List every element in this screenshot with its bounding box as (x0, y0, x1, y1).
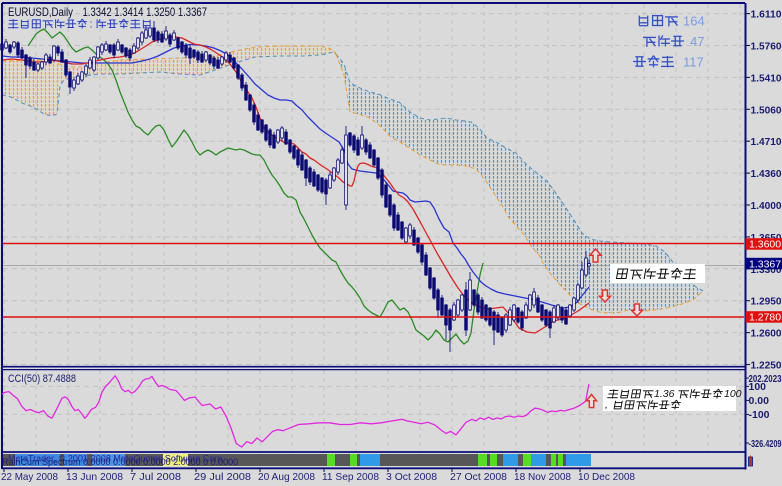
svg-text:100: 100 (724, 388, 742, 400)
svg-text:,: , (605, 399, 608, 411)
svg-text:18 Nov 2008: 18 Nov 2008 (514, 471, 571, 483)
svg-text:7 Jul 2008: 7 Jul 2008 (130, 471, 181, 483)
svg-text:1.3367: 1.3367 (749, 258, 781, 270)
svg-text:100: 100 (749, 381, 767, 393)
svg-text:22 May 2008: 22 May 2008 (1, 471, 58, 483)
svg-text:1.4360: 1.4360 (751, 168, 782, 180)
svg-text:29 Jul 2008: 29 Jul 2008 (194, 471, 251, 483)
svg-text:0.00: 0.00 (749, 395, 770, 407)
svg-text:1.3600: 1.3600 (749, 239, 781, 251)
svg-text:1.2600: 1.2600 (751, 328, 782, 340)
svg-text:13 Jun 2008: 13 Jun 2008 (66, 471, 123, 483)
svg-text:1.36: 1.36 (654, 388, 675, 400)
svg-text:1.3342 1.3414 1.3250 1.3367: 1.3342 1.3414 1.3250 1.3367 (83, 5, 208, 19)
svg-text::: : (90, 19, 93, 31)
svg-text:1.4710: 1.4710 (751, 136, 782, 148)
svg-text:11 Sep 2008: 11 Sep 2008 (322, 471, 379, 483)
svg-text:10 Dec 2008: 10 Dec 2008 (578, 471, 635, 483)
svg-text:1.4000: 1.4000 (751, 200, 782, 212)
svg-text:EURUSD,Daily: EURUSD,Daily (8, 5, 73, 19)
svg-text:20 Aug 2008: 20 Aug 2008 (258, 471, 315, 483)
svg-text:1.2950: 1.2950 (751, 296, 782, 308)
svg-text:RainCum Spectrum 0.0000 0.0000: RainCum Spectrum 0.0000 0.0000 0.0000 2.… (2, 457, 238, 467)
svg-text:1.2780: 1.2780 (749, 312, 781, 324)
svg-text:47: 47 (690, 34, 704, 49)
svg-text:-100: -100 (749, 409, 770, 421)
svg-text:-326.4209: -326.4209 (749, 438, 782, 450)
svg-text:117: 117 (683, 55, 704, 70)
svg-text:1.5060: 1.5060 (751, 104, 782, 116)
svg-text:1.5760: 1.5760 (751, 41, 782, 53)
svg-text:1.2250: 1.2250 (751, 360, 782, 372)
svg-text:MetaTrader, © 2001-2008 MetaQu: MetaTrader, © 2001-2008 MetaQuotes Softw… (8, 454, 225, 464)
svg-text:1.5410: 1.5410 (751, 72, 782, 84)
svg-text:202.2023: 202.2023 (749, 373, 782, 385)
svg-text:164: 164 (683, 14, 705, 29)
svg-text:27 Oct 2008: 27 Oct 2008 (450, 471, 507, 483)
svg-text:3 Oct 2008: 3 Oct 2008 (386, 471, 437, 483)
svg-text:CCI(50) 87.4888: CCI(50) 87.4888 (8, 373, 76, 385)
svg-text:1.6110: 1.6110 (751, 9, 782, 21)
